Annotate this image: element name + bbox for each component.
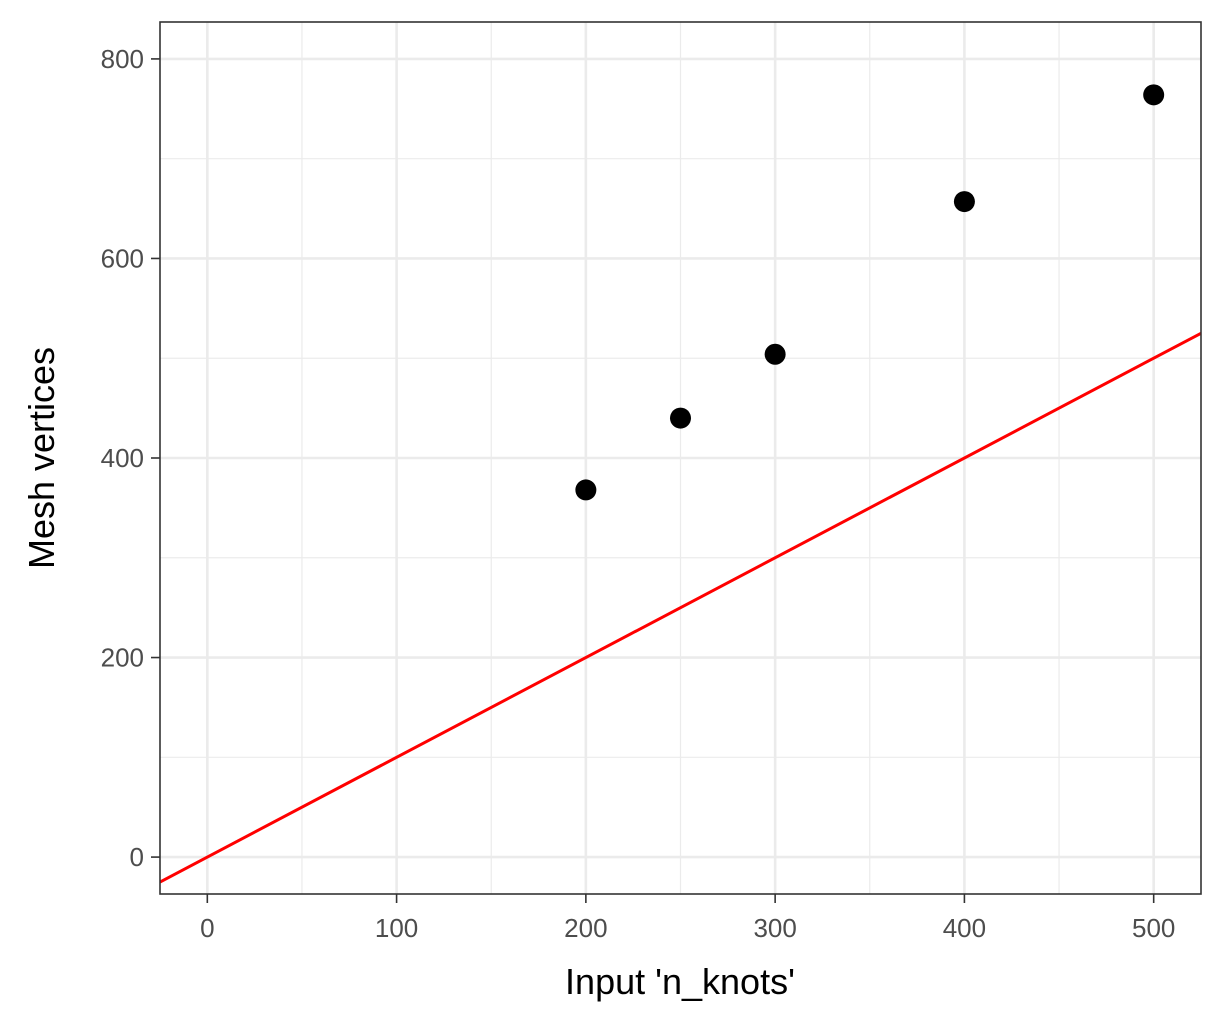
data-point [575, 479, 597, 501]
data-point [764, 343, 786, 365]
data-point [953, 191, 975, 213]
y-axis: 0 200 400 600 800 [101, 44, 160, 872]
y-axis-title: Mesh vertices [21, 347, 62, 569]
x-axis: 0 100 200 300 400 500 [200, 894, 1175, 943]
data-layer [160, 84, 1201, 884]
x-tick-label: 500 [1132, 913, 1175, 943]
x-tick-label: 400 [943, 913, 986, 943]
y-tick-label: 0 [130, 842, 144, 872]
y-tick-label: 400 [101, 443, 144, 473]
y-tick-label: 600 [101, 243, 144, 273]
x-axis-title: Input 'n_knots' [565, 961, 795, 1002]
x-tick-label: 0 [200, 913, 214, 943]
x-tick-label: 300 [753, 913, 796, 943]
y-tick-label: 200 [101, 643, 144, 673]
y-tick-label: 800 [101, 44, 144, 74]
reference-line [160, 331, 1201, 884]
x-tick-label: 200 [564, 913, 607, 943]
x-tick-label: 100 [375, 913, 418, 943]
data-point [670, 407, 691, 429]
data-point [1143, 84, 1165, 106]
